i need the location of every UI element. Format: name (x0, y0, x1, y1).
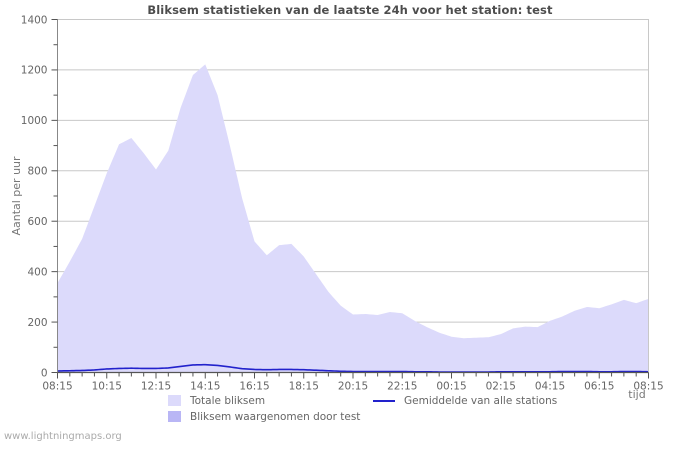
area-path-totale-bliksem (57, 64, 649, 373)
y-tick-label-1400: 1400 (21, 14, 48, 26)
y-axis-ticks (51, 19, 58, 373)
legend-label-average: Gemiddelde van alle stations (404, 394, 558, 407)
x-tick-label-5: 18:15 (289, 381, 319, 393)
x-tick-label-3: 14:15 (190, 381, 220, 393)
y-tick-label-800: 800 (27, 166, 47, 178)
site-attribution: www.lightningmaps.org (4, 431, 122, 442)
x-tick-label-12: 08:15 (633, 381, 663, 393)
y-tick-label-600: 600 (27, 216, 47, 228)
legend-item-gemiddelde: Gemiddelde van alle stations (373, 393, 557, 408)
x-tick-label-8: 00:15 (436, 381, 466, 393)
y-tick-label-0: 0 (41, 367, 48, 379)
legend-item-totale-bliksem: Totale bliksem (168, 393, 265, 408)
y-tick-label-200: 200 (27, 317, 47, 329)
x-tick-label-0: 08:15 (42, 381, 72, 393)
legend-line-icon-average (373, 399, 395, 402)
x-axis-ticks (57, 372, 649, 379)
legend-swatch-icon-total (168, 395, 181, 406)
page-title: Bliksem statistieken van de laatste 24h … (147, 3, 553, 17)
x-tick-label-9: 02:15 (486, 381, 516, 393)
legend-swatch-icon-station (168, 411, 181, 422)
line-path-gemiddelde (57, 363, 649, 373)
x-axis-title: tijd (628, 388, 645, 401)
x-tick-label-10: 04:15 (535, 381, 565, 393)
legend-label-station: Bliksem waargenomen door test (190, 410, 361, 423)
x-axis-tick-labels: 08:15 10:15 12:15 14:15 16:15 18:15 20:15 22:15… (42, 381, 663, 393)
series-area-totale-bliksem (57, 64, 649, 373)
x-tick-label-7: 22:15 (387, 381, 417, 393)
legend-item-bliksem-waargenomen: Bliksem waargenomen door test (168, 409, 360, 424)
y-tick-label-1000: 1000 (21, 115, 48, 127)
x-tick-label-1: 10:15 (92, 381, 122, 393)
y-axis-title: Aantal per uur (10, 156, 23, 236)
series-line-gemiddelde (57, 363, 649, 373)
chart-legend: Totale bliksem Bliksem waargenomen door … (168, 393, 598, 425)
x-tick-label-11: 06:15 (584, 381, 614, 393)
x-tick-label-4: 16:15 (239, 381, 269, 393)
x-tick-label-2: 12:15 (141, 381, 171, 393)
y-tick-label-400: 400 (27, 266, 47, 278)
y-tick-label-1200: 1200 (21, 65, 48, 77)
x-tick-label-6: 20:15 (338, 381, 368, 393)
y-axis-tick-labels: 0 200 400 600 800 1000 1200 1400 (21, 14, 48, 379)
legend-label-total: Totale bliksem (190, 394, 266, 407)
